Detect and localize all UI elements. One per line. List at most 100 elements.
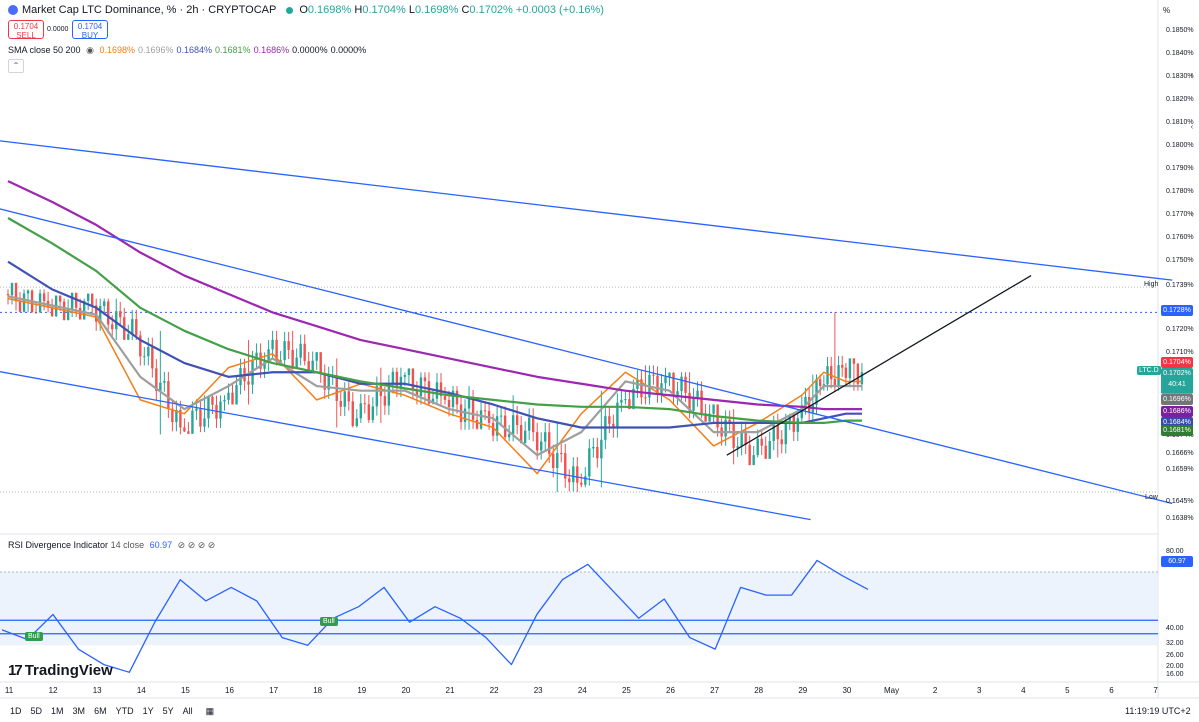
tradingview-logo[interactable]: 17 TradingView <box>8 662 113 679</box>
rsi-tick-label: 26.00 <box>1166 651 1184 659</box>
candle-body <box>644 397 647 399</box>
rsi-legend-value: 60.97 <box>149 540 173 550</box>
high-label: H <box>354 4 363 16</box>
candle-body <box>576 466 579 483</box>
price-tick-label: 0.1750% <box>1166 256 1194 264</box>
candle-body <box>815 379 818 405</box>
candle-body <box>455 390 459 405</box>
price-tick-label: 0.1850% <box>1166 26 1194 34</box>
collapse-legend-button[interactable]: ⌃ <box>8 59 24 73</box>
price-tick-label: 0.1840% <box>1166 49 1194 57</box>
eye-icon[interactable]: ◉ <box>86 45 94 55</box>
candle-body <box>784 420 787 445</box>
settings-icon[interactable]: ⊘ ⊘ ⊘ ⊘ <box>177 540 216 550</box>
candle-body <box>171 408 174 423</box>
timeframe-5y[interactable]: 5Y <box>162 706 174 716</box>
candle-body <box>351 401 354 426</box>
bar-countdown: 40:41 <box>1161 377 1193 393</box>
price-tick-label: 0.1710% <box>1166 348 1194 356</box>
candle-body <box>167 381 170 409</box>
sell-label: SELL <box>16 31 36 40</box>
price-tick-label: 0.1770% <box>1166 210 1194 218</box>
timeframe-all[interactable]: All <box>182 706 193 716</box>
candle-body <box>826 366 829 385</box>
candle-body <box>247 381 250 385</box>
ohlc-values: O0.1698% H0.1704% L0.1698% C0.1702% +0.0… <box>299 4 604 16</box>
chevron-left-icon[interactable]: ‹ <box>1190 70 1194 79</box>
candle-body <box>451 390 455 408</box>
candle-body <box>6 293 10 296</box>
candle-body <box>588 448 591 477</box>
sell-button[interactable]: 0.1704 SELL <box>8 20 44 40</box>
timeframe-1m[interactable]: 1M <box>51 706 64 716</box>
timeframe-ytd[interactable]: YTD <box>115 706 134 716</box>
candle-body <box>355 418 358 426</box>
candle-body <box>807 397 811 413</box>
candle-body <box>299 343 302 358</box>
candle-body <box>303 343 306 362</box>
candle-body <box>431 398 435 404</box>
symbol-title[interactable]: Market Cap LTC Dominance, % · 2h · CRYPT… <box>22 4 277 16</box>
candle-body <box>187 431 190 434</box>
time-tick-label: May <box>884 686 900 695</box>
price-tag: 0.1702% <box>1161 368 1193 379</box>
rsi-tick-label: 40.00 <box>1166 624 1184 632</box>
candle-body <box>712 404 715 414</box>
sma-legend[interactable]: SMA close 50 200 ◉ 0.1698% 0.1696% 0.1684%… <box>8 45 366 56</box>
candle-body <box>616 402 619 429</box>
candle-body <box>159 382 162 392</box>
candle-body <box>736 446 739 448</box>
candle-body <box>800 405 803 419</box>
rsi-legend-label: RSI Divergence Indicator <box>8 540 109 550</box>
sma-value: 0.1698% <box>99 45 135 55</box>
candle-body <box>503 415 507 438</box>
sma-value: 0.1696% <box>137 45 174 55</box>
chevron-left-icon[interactable]: ‹ <box>1190 122 1194 131</box>
sma-value: 0.1684% <box>176 45 213 55</box>
timeframe-1y[interactable]: 1Y <box>142 706 154 716</box>
time-tick-label: 30 <box>842 686 852 695</box>
price-tick-label: 0.1638% <box>1166 514 1194 522</box>
candle-body <box>491 422 495 436</box>
candle-body <box>708 413 711 422</box>
time-tick-label: 23 <box>533 686 543 695</box>
buy-button[interactable]: 0.1704 BUY <box>72 20 108 40</box>
candle-body <box>471 399 475 420</box>
candle-body <box>179 409 182 428</box>
time-tick-label: 24 <box>577 686 587 695</box>
candle-body <box>672 372 675 397</box>
candle-body <box>519 425 523 444</box>
timeframe-1d[interactable]: 1D <box>10 706 22 716</box>
candle-body <box>395 371 399 388</box>
candle-body <box>155 368 158 392</box>
candle-body <box>688 392 691 411</box>
candle-body <box>704 413 707 422</box>
candle-body <box>307 361 310 373</box>
price-tag: 0.1681% <box>1161 425 1193 436</box>
candle-body <box>387 384 391 406</box>
rsi-legend[interactable]: RSI Divergence Indicator 14 close 60.97 … <box>8 540 215 551</box>
candle-body <box>283 341 286 361</box>
axis-unit-label: % <box>1163 6 1171 15</box>
candle-body <box>227 392 230 400</box>
trendline <box>0 140 1173 281</box>
timeframe-6m[interactable]: 6M <box>94 706 107 716</box>
spread-value: 0.0000 <box>47 26 69 33</box>
bull-signal-tag: Bull <box>320 617 338 626</box>
candle-body <box>219 401 222 419</box>
candle-body <box>772 424 775 441</box>
sma-line-gray <box>7 295 862 457</box>
candle-body <box>756 438 759 456</box>
timeframe-5d[interactable]: 5D <box>30 706 43 716</box>
open-value: 0.1698% <box>307 4 352 16</box>
clock[interactable]: 11:19:19 UTC+2 <box>1125 706 1191 716</box>
chevron-left-icon[interactable]: ‹ <box>1190 210 1194 219</box>
rsi-band <box>0 572 1158 646</box>
candle-body <box>86 293 90 301</box>
calendar-range-icon[interactable]: ▦ <box>205 706 215 716</box>
candle-body <box>311 360 314 373</box>
price-tick-label: 0.1830% <box>1166 72 1194 80</box>
timeframe-3m[interactable]: 3M <box>72 706 86 716</box>
candle-body <box>696 390 699 398</box>
